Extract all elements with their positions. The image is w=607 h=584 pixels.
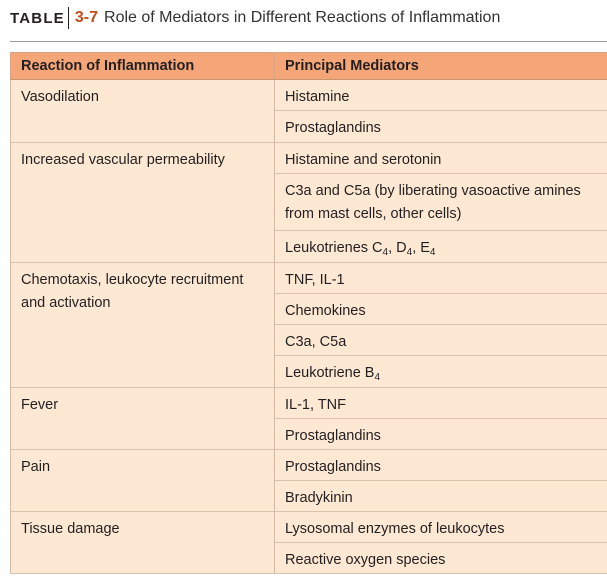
leukotriene-text: Leukotrienes C <box>285 240 383 256</box>
mediator-cell: Leukotrienes C4, D4, E4 <box>274 230 607 263</box>
header-row: Reaction of Inflammation Principal Media… <box>10 52 607 80</box>
reaction-cell: Vasodilation <box>10 79 275 143</box>
mediator-cell: TNF, IL-1 <box>274 262 607 294</box>
table-caption: TABLE 3-7 Role of Mediators in Different… <box>10 6 500 30</box>
table-row: Prostaglandins <box>11 418 607 450</box>
table-title: Role of Mediators in Different Reactions… <box>104 9 501 26</box>
leukotriene-text: Leukotriene B <box>285 365 375 381</box>
table-row: Chemokines <box>11 293 607 325</box>
table-row: C3a, C5a <box>11 324 607 356</box>
table-row: C3a and C5a (by liberating vasoactive am… <box>11 173 607 231</box>
subscript: 4 <box>382 247 389 258</box>
caption-rule <box>10 41 607 42</box>
mediator-cell: Histamine <box>274 79 607 111</box>
mediators-table: Reaction of Inflammation Principal Media… <box>10 52 607 574</box>
mediator-cell: C3a and C5a (by liberating vasoactive am… <box>274 173 607 231</box>
mediator-line: from mast cells, other cells) <box>285 206 462 222</box>
table-row: Bradykinin <box>11 480 607 512</box>
mediator-line: C3a and C5a (by liberating vasoactive am… <box>285 183 581 199</box>
reaction-cell: Chemotaxis, leukocyte recruitment and ac… <box>10 262 275 388</box>
mediator-cell: IL-1, TNF <box>274 387 607 419</box>
table-row: Chemotaxis, leukocyte recruitment and ac… <box>10 262 607 388</box>
mediator-cell: Leukotriene B4 <box>274 355 607 388</box>
table-row: Vasodilation Histamine <box>10 79 607 143</box>
reaction-cell: Fever <box>10 387 275 450</box>
mediator-cell: Histamine and serotonin <box>274 142 607 174</box>
table-row: Leukotriene B4 <box>11 355 607 388</box>
mediator-cell: Bradykinin <box>274 480 607 512</box>
header-reaction: Reaction of Inflammation <box>10 52 275 80</box>
table-row: Pain Prostaglandins <box>10 449 607 512</box>
subscript: 4 <box>406 247 413 258</box>
mediator-cell: Prostaglandins <box>274 110 607 143</box>
table-label: TABLE <box>10 9 65 27</box>
table-row: Prostaglandins <box>11 110 607 143</box>
header-mediators: Principal Mediators <box>274 52 607 80</box>
mediator-cell: Chemokines <box>274 293 607 325</box>
mediator-cell: Prostaglandins <box>274 418 607 450</box>
leukotriene-text: , E <box>412 240 430 256</box>
mediator-cell: Lysosomal enzymes of leukocytes <box>274 511 607 543</box>
table-row: Tissue damage Lysosomal enzymes of leuko… <box>10 511 607 574</box>
table-number: 3-7 <box>74 9 99 26</box>
mediator-cell: Prostaglandins <box>274 449 607 481</box>
caption-divider <box>67 7 69 29</box>
subscript: 4 <box>429 247 436 258</box>
table-row: Increased vascular permeability Histamin… <box>10 142 607 263</box>
subscript: 4 <box>374 372 381 383</box>
reaction-cell: Tissue damage <box>10 511 275 574</box>
reaction-cell: Increased vascular permeability <box>10 142 275 263</box>
table-row: Leukotrienes C4, D4, E4 <box>11 230 607 263</box>
table-row: Reactive oxygen species <box>11 542 607 574</box>
leukotriene-text: , D <box>388 240 407 256</box>
table-row: Fever IL-1, TNF <box>10 387 607 450</box>
mediator-cell: C3a, C5a <box>274 324 607 356</box>
mediator-cell: Reactive oxygen species <box>274 542 607 574</box>
reaction-cell: Pain <box>10 449 275 512</box>
